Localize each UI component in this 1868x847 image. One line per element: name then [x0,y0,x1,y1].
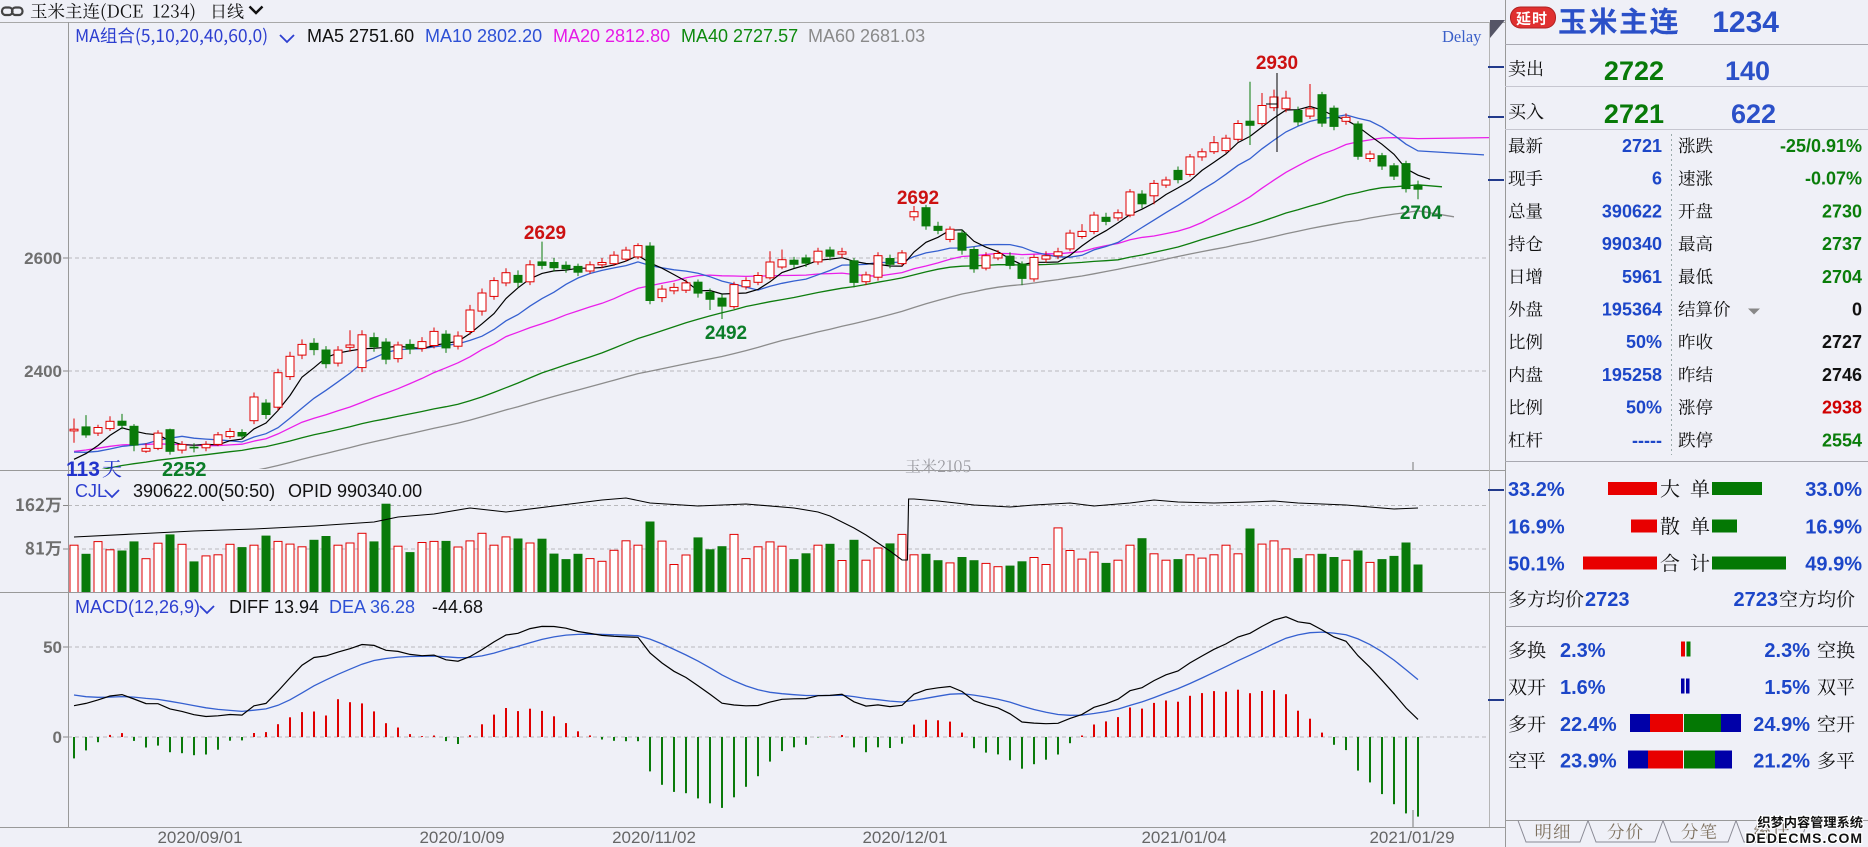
svg-text:50: 50 [43,638,62,657]
svg-text:2020/09/01: 2020/09/01 [157,828,242,847]
svg-text:-44.68: -44.68 [432,597,483,617]
svg-text:MA10 2802.20: MA10 2802.20 [425,26,542,46]
svg-text:DEA 36.28: DEA 36.28 [329,597,415,617]
svg-text:50%: 50% [1626,398,1662,418]
svg-text:2.3%: 2.3% [1764,640,1810,662]
svg-text:-0.07%: -0.07% [1805,169,1862,189]
svg-text:OPID 990340.00: OPID 990340.00 [288,481,422,501]
svg-text:1.5%: 1.5% [1764,677,1810,699]
svg-text:-----: ----- [1632,430,1662,450]
svg-text:50.1%: 50.1% [1508,554,1565,576]
svg-text:2400: 2400 [24,362,62,381]
svg-text:23.9%: 23.9% [1560,751,1617,773]
svg-text:2021/01/29: 2021/01/29 [1369,828,1454,847]
svg-text:0: 0 [53,728,62,747]
svg-text:113: 113 [66,458,100,481]
svg-text:2.3%: 2.3% [1560,640,1606,662]
svg-text:50%: 50% [1626,332,1662,352]
svg-text:2600: 2600 [24,249,62,268]
svg-text:2727: 2727 [1822,332,1862,352]
svg-text:5961: 5961 [1622,267,1662,287]
svg-text:2020/12/01: 2020/12/01 [862,828,947,847]
svg-text:CJL: CJL [75,481,107,501]
svg-text:140: 140 [1725,56,1770,86]
svg-text:2629: 2629 [524,223,566,244]
svg-text:990340: 990340 [1602,234,1662,254]
svg-text:33.0%: 33.0% [1805,479,1862,501]
svg-text:2492: 2492 [705,323,747,344]
svg-text:195258: 195258 [1602,365,1662,385]
svg-text:2938: 2938 [1822,398,1862,418]
svg-text:DEDECMS.COM: DEDECMS.COM [1745,830,1863,846]
svg-text:-25/0.91%: -25/0.91% [1780,136,1862,156]
svg-text:2722: 2722 [1604,56,1664,86]
svg-text:2730: 2730 [1822,201,1862,221]
svg-text:1234: 1234 [1712,6,1779,39]
svg-text:622: 622 [1731,99,1776,129]
svg-text:2692: 2692 [897,188,939,209]
svg-text:2930: 2930 [1256,53,1298,74]
svg-text:2723: 2723 [1734,589,1779,611]
svg-text:MA40 2727.57: MA40 2727.57 [681,26,798,46]
svg-text:2020/11/02: 2020/11/02 [612,828,696,847]
svg-text:21.2%: 21.2% [1753,751,1810,773]
svg-text:MA5 2751.60: MA5 2751.60 [307,26,414,46]
svg-text:MA60 2681.03: MA60 2681.03 [808,26,925,46]
svg-text:2721: 2721 [1604,99,1664,129]
svg-text:2021/01/04: 2021/01/04 [1141,828,1226,847]
svg-text:2723: 2723 [1585,589,1630,611]
svg-text:16.9%: 16.9% [1508,517,1565,539]
svg-text:6: 6 [1652,169,1662,189]
svg-text:MA20 2812.80: MA20 2812.80 [553,26,670,46]
svg-text:390622.00(50:50): 390622.00(50:50) [133,481,275,501]
svg-text:33.2%: 33.2% [1508,479,1565,501]
svg-text:390622: 390622 [1602,201,1662,221]
svg-text:2252: 2252 [162,459,207,481]
svg-text:2746: 2746 [1822,365,1862,385]
svg-text:2737: 2737 [1822,234,1862,254]
svg-text:2704: 2704 [1822,267,1862,287]
svg-text:DIFF 13.94: DIFF 13.94 [229,597,319,617]
svg-text:49.9%: 49.9% [1805,554,1862,576]
svg-text:1.6%: 1.6% [1560,677,1606,699]
svg-text:2554: 2554 [1822,430,1862,450]
svg-text:2721: 2721 [1622,136,1662,156]
svg-text:Delay: Delay [1442,27,1482,46]
svg-text:MACD(12,26,9): MACD(12,26,9) [75,597,200,617]
svg-text:0: 0 [1852,300,1862,320]
svg-text:195364: 195364 [1602,300,1662,320]
svg-text:24.9%: 24.9% [1753,714,1810,736]
svg-text:22.4%: 22.4% [1560,714,1617,736]
svg-text:16.9%: 16.9% [1805,517,1862,539]
svg-text:2704: 2704 [1400,203,1443,224]
svg-text:2020/10/09: 2020/10/09 [419,828,504,847]
